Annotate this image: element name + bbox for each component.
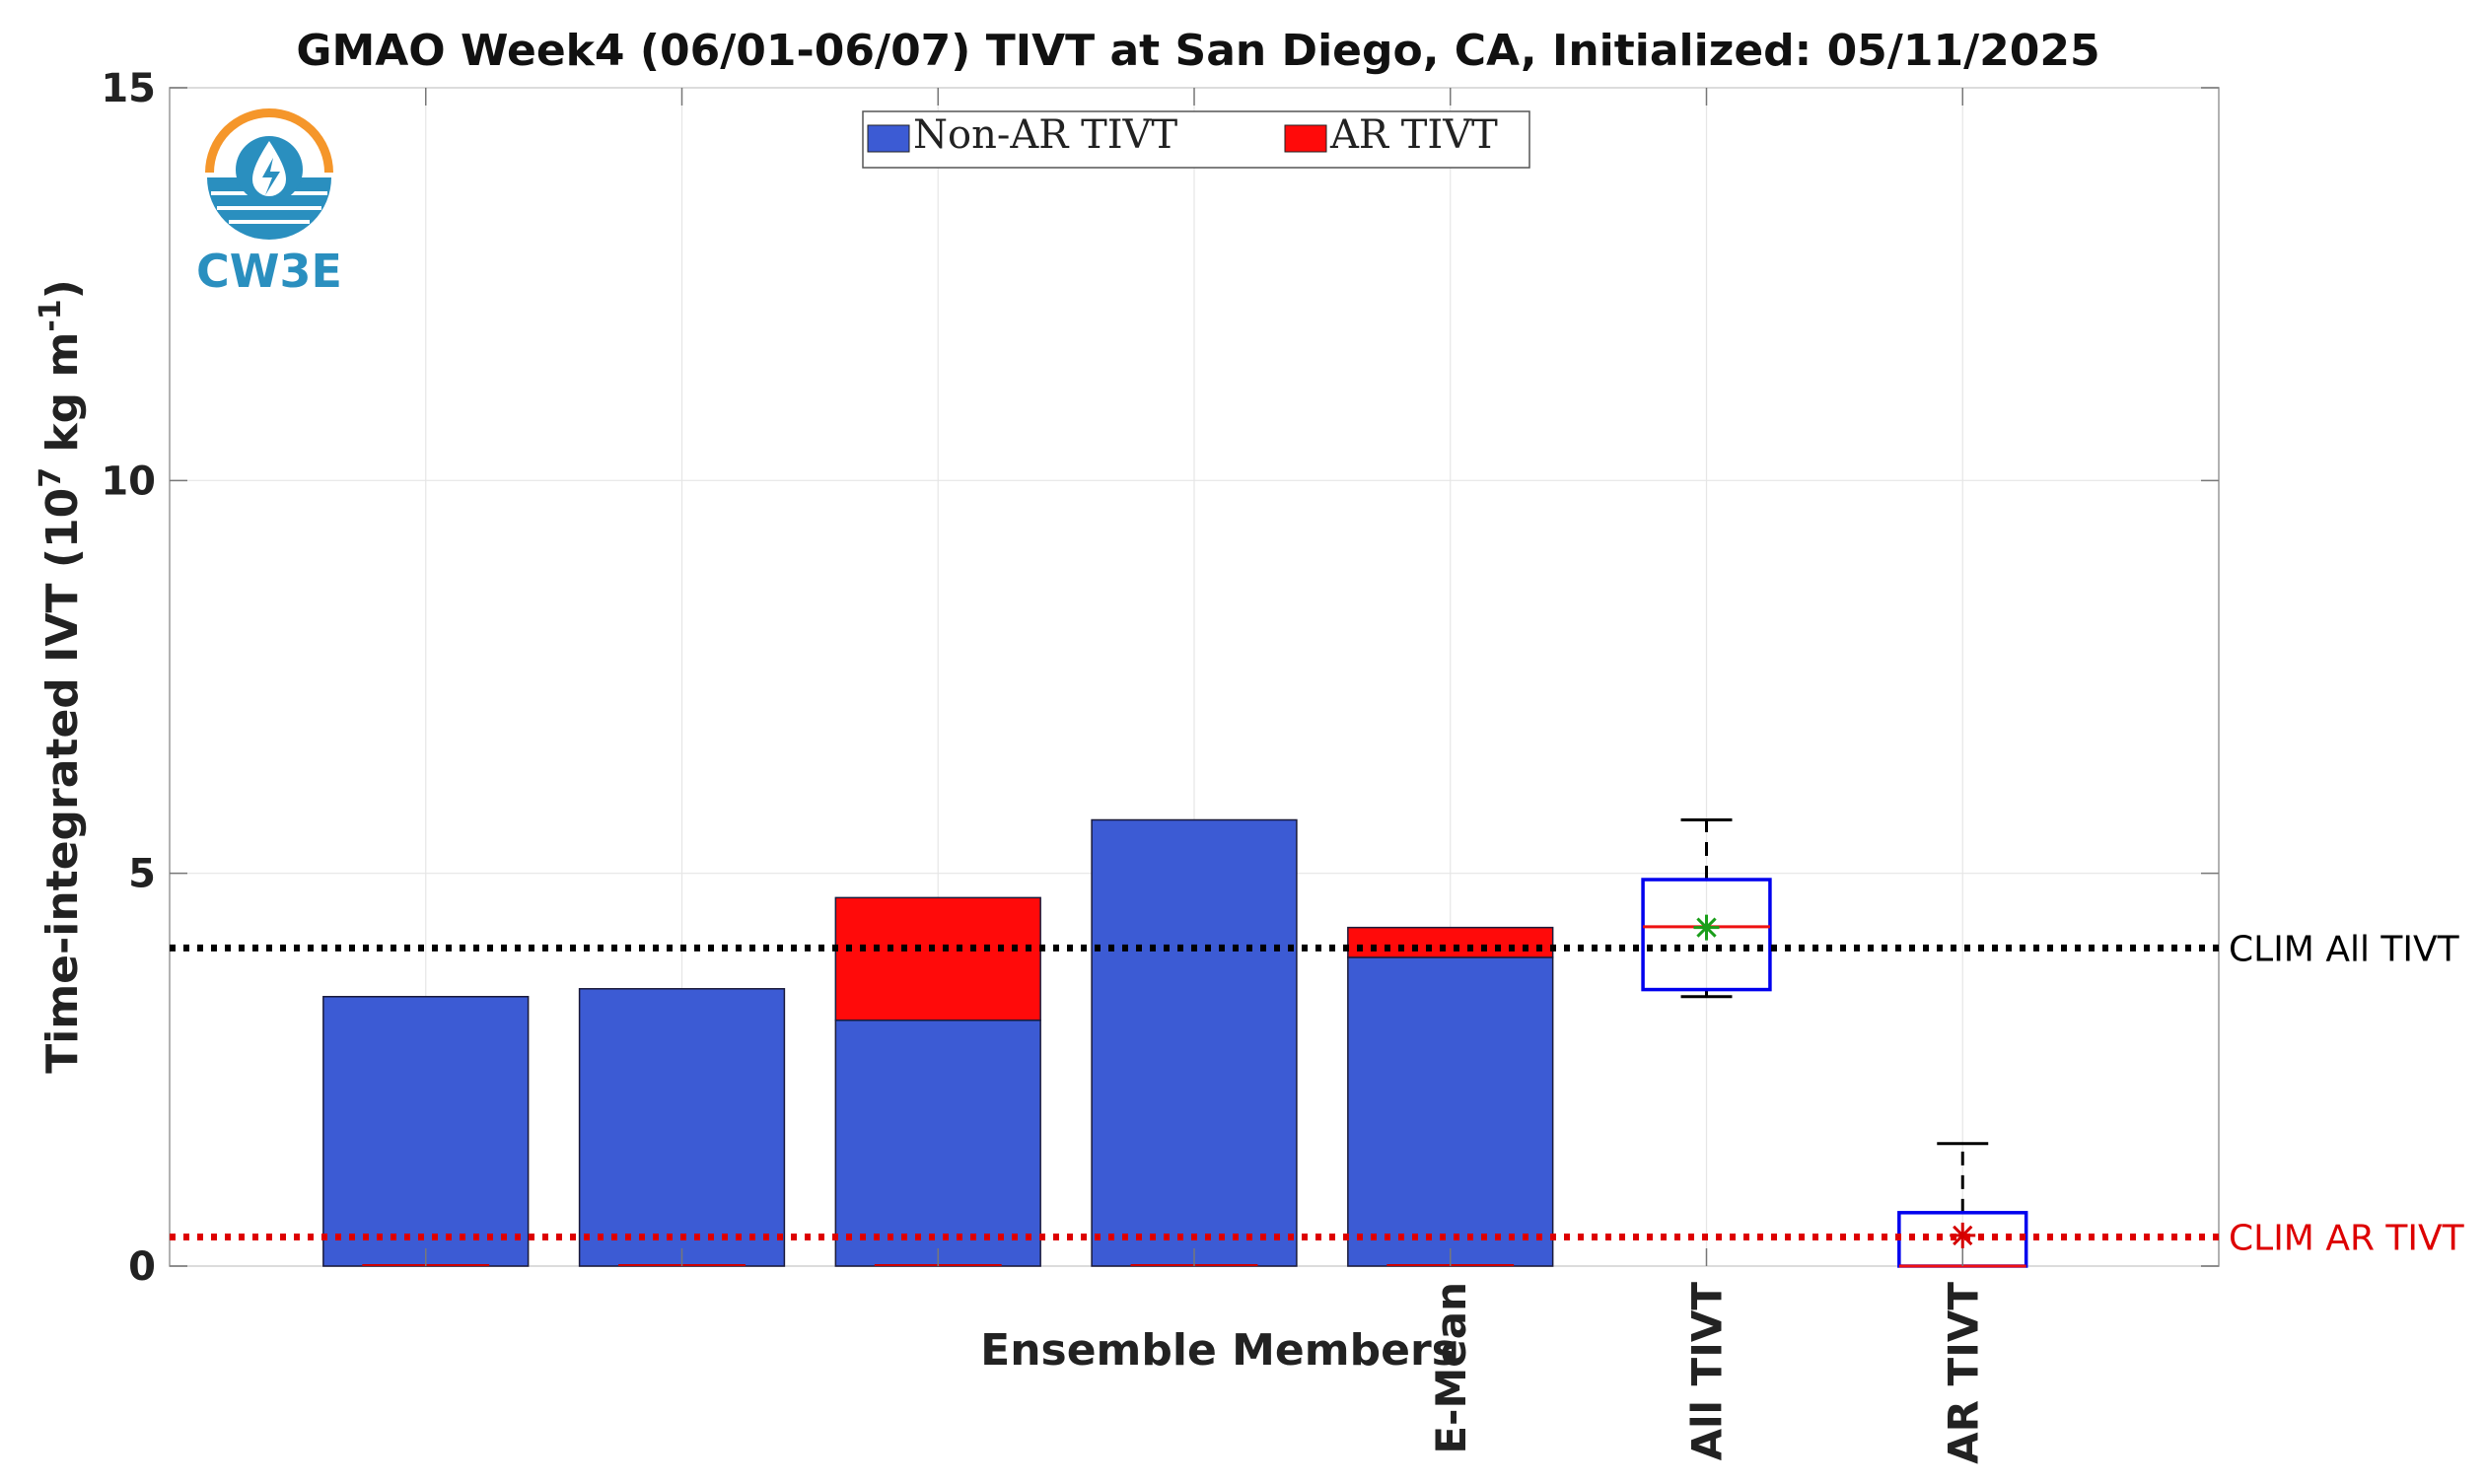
x-axis-label: Ensemble Members xyxy=(980,1325,1457,1376)
y-axis-ticks: 0 5 10 15 xyxy=(101,66,2219,1290)
mean-marker-stroke xyxy=(1953,1225,1973,1246)
boxplot xyxy=(1641,817,1772,999)
chart-title: GMAO Week4 (06/01-06/07) TIVT at San Die… xyxy=(296,26,2099,76)
stacked-bars xyxy=(322,818,1554,1267)
bar-non-ar xyxy=(1347,956,1554,1267)
bar-ar xyxy=(834,896,1041,1022)
reference-line-label: CLIM AR TIVT xyxy=(2229,1219,2465,1259)
mean-marker-stroke xyxy=(1696,917,1717,938)
legend-swatch-ar xyxy=(1284,124,1327,153)
y-tick-label: 15 xyxy=(101,66,156,111)
x-category-label: AR TIVT xyxy=(1939,1282,1987,1464)
y-tick-label: 10 xyxy=(101,459,156,504)
legend-box xyxy=(862,110,1530,169)
bar-non-ar xyxy=(322,995,530,1267)
boxplot-box xyxy=(1641,878,1772,992)
reference-lines: CLIM All TIVT CLIM AR TIVT xyxy=(170,929,2465,1259)
boxplot-mean-marker xyxy=(1693,914,1720,941)
bar-non-ar xyxy=(1091,818,1298,1267)
cw3e-logo: CW3E xyxy=(196,108,342,298)
y-axis-label: Time-integrated IVT (107 kg m-1) xyxy=(34,279,89,1074)
x-category-label: All TIVT xyxy=(1683,1282,1732,1461)
bar-non-ar xyxy=(578,988,786,1267)
y-tick-label: 5 xyxy=(128,852,156,897)
logo-text: CW3E xyxy=(196,245,342,298)
x-axis-category-labels: E-Mean All TIVT AR TIVT xyxy=(1427,1282,1988,1464)
legend-label-ar: AR TIVT xyxy=(1329,112,1498,158)
legend: Non-AR TIVT AR TIVT xyxy=(862,110,1530,169)
bar-ar xyxy=(1347,926,1554,958)
y-tick-label: 0 xyxy=(128,1244,156,1290)
legend-label-non-ar: Non-AR TIVT xyxy=(913,112,1177,158)
bar-non-ar xyxy=(834,1019,1041,1267)
x-category-label: E-Mean xyxy=(1427,1282,1475,1454)
reference-line-label: CLIM All TIVT xyxy=(2229,929,2460,969)
legend-swatch-non-ar xyxy=(867,124,910,153)
